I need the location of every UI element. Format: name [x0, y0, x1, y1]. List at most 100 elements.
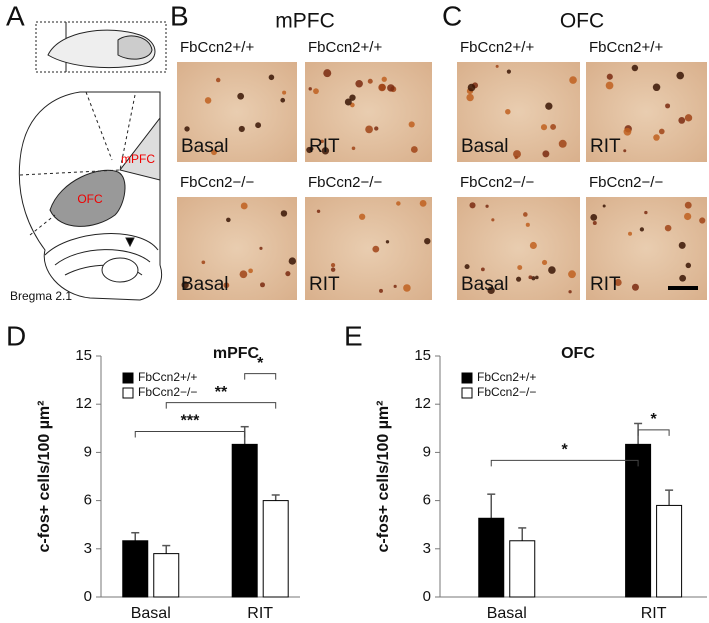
- stained-nucleus: [469, 202, 476, 209]
- stained-nucleus: [367, 78, 373, 84]
- stained-nucleus: [529, 241, 537, 249]
- x-tick-label: RIT: [641, 605, 667, 622]
- stained-nucleus: [568, 290, 572, 294]
- stained-nucleus: [309, 146, 314, 151]
- bar: [625, 443, 652, 598]
- genotype-label: FbCcn2+/+: [589, 39, 663, 56]
- stained-nucleus: [181, 281, 189, 289]
- stained-nucleus: [308, 87, 312, 91]
- stained-nucleus: [226, 217, 231, 223]
- genotype-label: FbCcn2−/−: [460, 174, 534, 191]
- significance-bracket: [490, 459, 639, 467]
- significance-bracket: [134, 431, 246, 438]
- stained-nucleus: [548, 266, 556, 274]
- genotype-label: FbCcn2+/+: [308, 39, 382, 56]
- stained-nucleus: [215, 77, 221, 83]
- stained-nucleus: [223, 282, 230, 289]
- y-tick-label: 3: [84, 540, 92, 557]
- legend-label: FbCcn2+/+: [477, 370, 536, 384]
- significance-bracket: [165, 402, 277, 409]
- panel-letter: D: [6, 320, 26, 351]
- condition-label: Basal: [461, 136, 509, 157]
- stained-nucleus: [653, 134, 660, 141]
- condition-label: Basal: [461, 274, 509, 295]
- stained-nucleus: [268, 74, 275, 81]
- bar: [478, 517, 505, 598]
- panel-title: OFC: [560, 10, 604, 33]
- y-tick-label: 12: [75, 395, 92, 412]
- stained-nucleus: [684, 212, 692, 221]
- condition-label: RIT: [590, 136, 621, 157]
- stained-nucleus: [379, 288, 383, 293]
- stained-nucleus: [652, 83, 661, 92]
- stained-nucleus: [505, 108, 511, 115]
- stained-nucleus: [260, 282, 265, 288]
- stained-nucleus: [590, 214, 598, 221]
- stained-nucleus: [372, 245, 380, 253]
- chart-title: OFC: [561, 345, 595, 362]
- stained-nucleus: [623, 149, 627, 153]
- y-tick-label: 15: [414, 347, 431, 364]
- stained-nucleus: [678, 241, 686, 249]
- significance-bracket: [637, 429, 670, 436]
- significance-label: *: [257, 355, 264, 372]
- x-tick-label: RIT: [247, 605, 273, 622]
- stained-nucleus: [592, 221, 597, 226]
- condition-label: RIT: [309, 136, 340, 157]
- micrograph: [305, 62, 432, 162]
- brain-sagittal: [35, 21, 167, 73]
- y-axis-label: c-fos+ cells/100 µm²: [375, 401, 392, 553]
- stained-nucleus: [239, 270, 248, 279]
- stained-nucleus: [631, 283, 639, 291]
- stained-nucleus: [316, 209, 321, 213]
- x-tick-label: Basal: [487, 605, 527, 622]
- stained-nucleus: [679, 274, 687, 282]
- micrograph: [305, 197, 432, 300]
- y-tick-label: 6: [423, 492, 431, 509]
- significance-label: **: [215, 384, 228, 401]
- region-label: mPFC: [121, 152, 155, 166]
- stained-nucleus: [513, 150, 521, 159]
- stained-nucleus: [255, 122, 262, 129]
- stained-nucleus: [320, 139, 324, 144]
- stained-nucleus: [403, 284, 411, 292]
- legend-swatch: [122, 387, 134, 399]
- stained-nucleus: [466, 93, 474, 102]
- stained-nucleus: [344, 98, 352, 106]
- stained-nucleus: [644, 210, 648, 215]
- stained-nucleus: [485, 204, 489, 208]
- y-tick-label: 0: [423, 588, 431, 605]
- stained-nucleus: [365, 125, 373, 134]
- stained-nucleus: [545, 102, 553, 110]
- x-tick-label: Basal: [131, 605, 171, 622]
- stained-nucleus: [374, 126, 379, 131]
- stained-nucleus: [410, 146, 418, 153]
- panel-letter: C: [442, 0, 462, 31]
- stained-nucleus: [605, 81, 614, 90]
- stained-nucleus: [541, 259, 548, 266]
- y-tick-label: 6: [84, 492, 92, 509]
- stained-nucleus: [665, 103, 671, 109]
- panel-letter: B: [170, 0, 189, 31]
- stained-nucleus: [523, 212, 528, 217]
- stained-nucleus: [491, 218, 495, 222]
- genotype-label: FbCcn2−/−: [589, 174, 663, 191]
- stained-nucleus: [282, 90, 287, 95]
- y-tick-label: 12: [414, 395, 431, 412]
- stained-nucleus: [381, 76, 387, 82]
- legend-label: FbCcn2−/−: [477, 385, 536, 399]
- significance-bracket: [244, 373, 277, 380]
- stained-nucleus: [358, 213, 366, 220]
- stained-nucleus: [211, 149, 217, 156]
- stained-nucleus: [419, 199, 427, 207]
- genotype-label: FbCcn2−/−: [180, 174, 254, 191]
- micrograph: [457, 197, 580, 300]
- stained-nucleus: [602, 204, 606, 208]
- stained-nucleus: [355, 79, 363, 88]
- stained-nucleus: [288, 257, 297, 265]
- significance-label: *: [650, 411, 657, 428]
- bar: [153, 553, 180, 598]
- legend-label: FbCcn2+/+: [138, 370, 197, 384]
- stained-nucleus: [424, 237, 431, 245]
